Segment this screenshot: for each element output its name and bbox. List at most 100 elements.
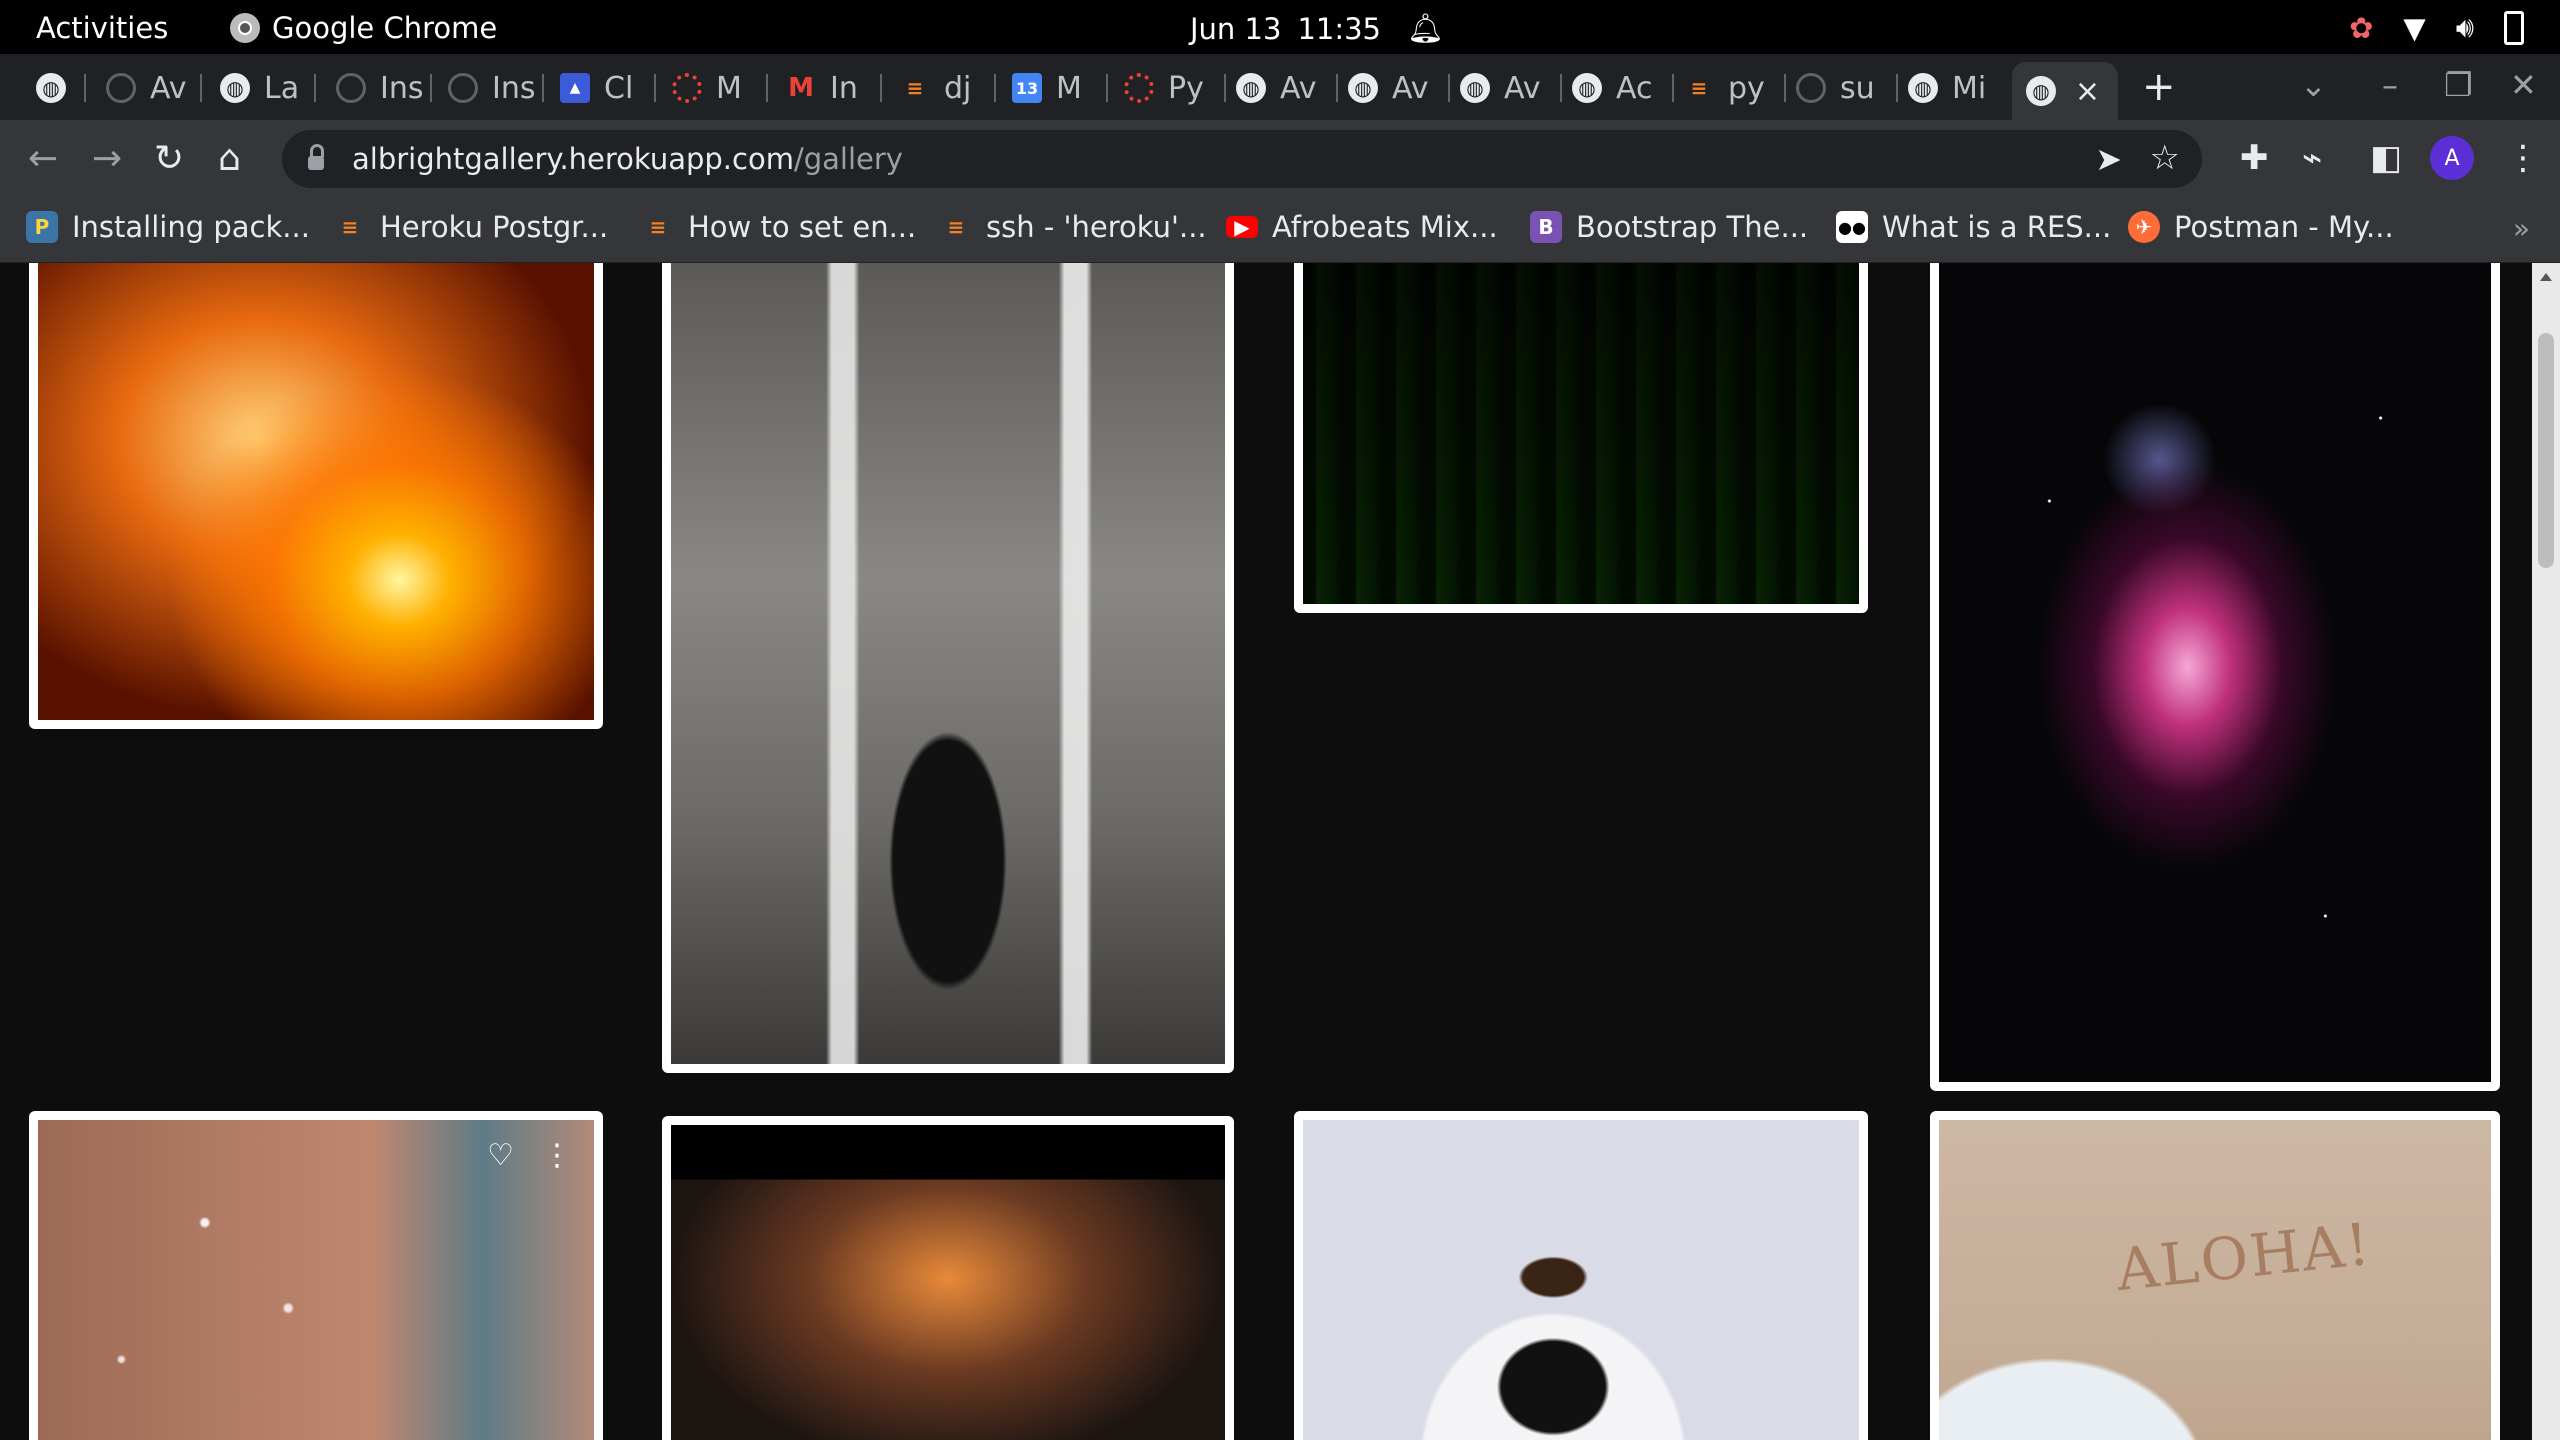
tab-4[interactable]: Ins bbox=[336, 62, 432, 114]
gallery-card-forest[interactable] bbox=[1294, 263, 1868, 613]
globe-icon: ◍ bbox=[1460, 73, 1490, 103]
bell-icon: 🔔︎ bbox=[1407, 11, 1444, 46]
tab-16[interactable]: ≡ py bbox=[1684, 62, 1786, 114]
url-path: /gallery bbox=[794, 142, 903, 176]
new-tab-button[interactable]: + bbox=[2142, 64, 2176, 110]
tab-14[interactable]: ◍ Av bbox=[1460, 62, 1562, 114]
bookmark-item[interactable]: B Bootstrap The... bbox=[1530, 210, 1808, 244]
gallery-card-portrait[interactable] bbox=[1294, 1111, 1868, 1440]
tab-label: Ins bbox=[492, 71, 536, 106]
postman-icon: ✈ bbox=[2128, 211, 2160, 243]
globe-icon: ◍ bbox=[220, 73, 250, 103]
tab-label: M bbox=[1056, 71, 1082, 106]
stackoverflow-icon: ≡ bbox=[900, 73, 930, 103]
url-text[interactable]: albrightgallery.herokuapp.com/gallery bbox=[352, 142, 903, 176]
bookmarks-overflow-button[interactable]: » bbox=[2513, 212, 2530, 245]
address-bar[interactable]: albrightgallery.herokuapp.com/gallery ➤ … bbox=[282, 130, 2202, 188]
tab-6[interactable]: ▲ Cl bbox=[560, 62, 656, 114]
medium-icon: ●● bbox=[1836, 211, 1868, 243]
github-icon bbox=[448, 73, 478, 103]
tab-label: In bbox=[830, 71, 858, 106]
tab-15[interactable]: ◍ Ac bbox=[1572, 62, 1674, 114]
menu-kebab-icon[interactable]: ⋮ bbox=[2506, 138, 2540, 178]
gallery-card-clouds[interactable] bbox=[662, 1116, 1234, 1440]
bookmark-item[interactable]: ≡ Heroku Postgr... bbox=[334, 210, 608, 244]
bookmark-item[interactable]: ▶ Afrobeats Mix... bbox=[1226, 210, 1498, 244]
lock-icon[interactable] bbox=[308, 156, 324, 170]
tab-12[interactable]: ◍ Av bbox=[1236, 62, 1338, 114]
side-panel-icon[interactable]: ◧ bbox=[2370, 138, 2402, 178]
bookmark-item[interactable]: ●● What is a RES... bbox=[1836, 210, 2111, 244]
tab-3[interactable]: ◍ La bbox=[220, 62, 316, 114]
tab-9[interactable]: ≡ dj bbox=[900, 62, 996, 114]
globe-icon: ◍ bbox=[1348, 73, 1378, 103]
bookmark-star-icon[interactable]: ☆ bbox=[2150, 138, 2180, 178]
tab-close-icon[interactable]: × bbox=[2075, 74, 2100, 109]
heart-icon[interactable]: ♡ bbox=[487, 1138, 514, 1173]
reload-button[interactable]: ↻ bbox=[154, 138, 184, 179]
gallery-card-nebula[interactable] bbox=[1930, 263, 2500, 1091]
tab-2[interactable]: Av bbox=[106, 62, 202, 114]
globe-icon: ◍ bbox=[1236, 73, 1266, 103]
bookmark-item[interactable]: ≡ ssh - 'heroku'... bbox=[940, 210, 1207, 244]
page-scrollbar[interactable] bbox=[2532, 263, 2560, 1440]
bookmark-label: Postman - My... bbox=[2174, 210, 2394, 244]
aloha-beach-image: ALOHA! bbox=[1939, 1120, 2491, 1440]
activities-button[interactable]: Activities bbox=[36, 11, 168, 45]
gallery-card-yoga[interactable] bbox=[662, 263, 1234, 1073]
scroll-up-icon[interactable] bbox=[2540, 273, 2552, 281]
tab-active[interactable]: ◍ × bbox=[2012, 62, 2118, 120]
tab-8[interactable]: M In bbox=[786, 62, 882, 114]
app-menu[interactable]: Google Chrome bbox=[230, 11, 497, 45]
wave-sunset-image bbox=[38, 263, 594, 720]
back-button[interactable]: ← bbox=[28, 138, 58, 179]
tab-search-icon[interactable]: ⌄ bbox=[2300, 66, 2327, 104]
minimize-icon[interactable]: – bbox=[2382, 66, 2398, 104]
stackoverflow-icon: ≡ bbox=[940, 211, 972, 243]
system-tray[interactable]: ✿ ▼ 🔊︎ bbox=[2349, 10, 2524, 45]
gallery-card-sparkle[interactable]: ♡ ⋮ bbox=[29, 1111, 603, 1440]
globe-icon: ◍ bbox=[1908, 73, 1938, 103]
nebula-image bbox=[1939, 263, 2491, 1082]
tab-17[interactable]: su bbox=[1796, 62, 1898, 114]
forward-button[interactable]: → bbox=[92, 138, 122, 179]
tab-1[interactable]: ◍ bbox=[36, 62, 86, 114]
tab-18[interactable]: ◍ Mi bbox=[1908, 62, 2010, 114]
extensions-icon[interactable]: ✚ bbox=[2240, 138, 2269, 178]
tab-5[interactable]: Ins bbox=[448, 62, 544, 114]
aloha-sand-text: ALOHA! bbox=[2113, 1209, 2374, 1303]
scrollbar-thumb[interactable] bbox=[2538, 333, 2554, 568]
bookmark-item[interactable]: ✈ Postman - My... bbox=[2128, 210, 2394, 244]
time-text: 11:35 bbox=[1297, 12, 1381, 46]
maximize-icon[interactable]: ❐ bbox=[2444, 66, 2473, 104]
tab-11[interactable]: Py bbox=[1124, 62, 1226, 114]
close-window-icon[interactable]: ✕ bbox=[2510, 66, 2537, 104]
profile-avatar[interactable]: A bbox=[2430, 136, 2474, 180]
github-icon bbox=[1796, 73, 1826, 103]
gallery-card-aloha[interactable]: ALOHA! bbox=[1930, 1111, 2500, 1440]
portrait-image bbox=[1303, 1120, 1859, 1440]
gallery-card-wave[interactable] bbox=[29, 263, 603, 729]
forest-image bbox=[1303, 263, 1859, 604]
palette-icon bbox=[672, 73, 702, 103]
send-icon[interactable]: ➤ bbox=[2095, 140, 2122, 178]
bookmark-label: How to set en... bbox=[688, 210, 916, 244]
tab-7[interactable]: M bbox=[672, 62, 768, 114]
tab-10[interactable]: 13 M bbox=[1012, 62, 1108, 114]
tab-label: Av bbox=[150, 71, 187, 106]
tab-label: Cl bbox=[604, 71, 633, 106]
more-vertical-icon[interactable]: ⋮ bbox=[542, 1138, 572, 1173]
clock[interactable]: Jun 13 11:35 🔔︎ bbox=[1190, 11, 1444, 46]
bookmark-item[interactable]: ≡ How to set en... bbox=[642, 210, 916, 244]
globe-icon: ◍ bbox=[1572, 73, 1602, 103]
stackoverflow-icon: ≡ bbox=[334, 211, 366, 243]
sparkle-photo-image: ♡ ⋮ bbox=[38, 1120, 594, 1440]
date-text: Jun 13 bbox=[1190, 12, 1281, 46]
cast-icon[interactable]: ⌁ bbox=[2302, 138, 2322, 178]
bookmark-item[interactable]: P Installing pack... bbox=[26, 210, 310, 244]
tab-13[interactable]: ◍ Av bbox=[1348, 62, 1450, 114]
stackoverflow-icon: ≡ bbox=[642, 211, 674, 243]
url-host: albrightgallery.herokuapp.com bbox=[352, 142, 794, 176]
home-button[interactable]: ⌂ bbox=[218, 138, 241, 179]
bookmark-label: Bootstrap The... bbox=[1576, 210, 1808, 244]
